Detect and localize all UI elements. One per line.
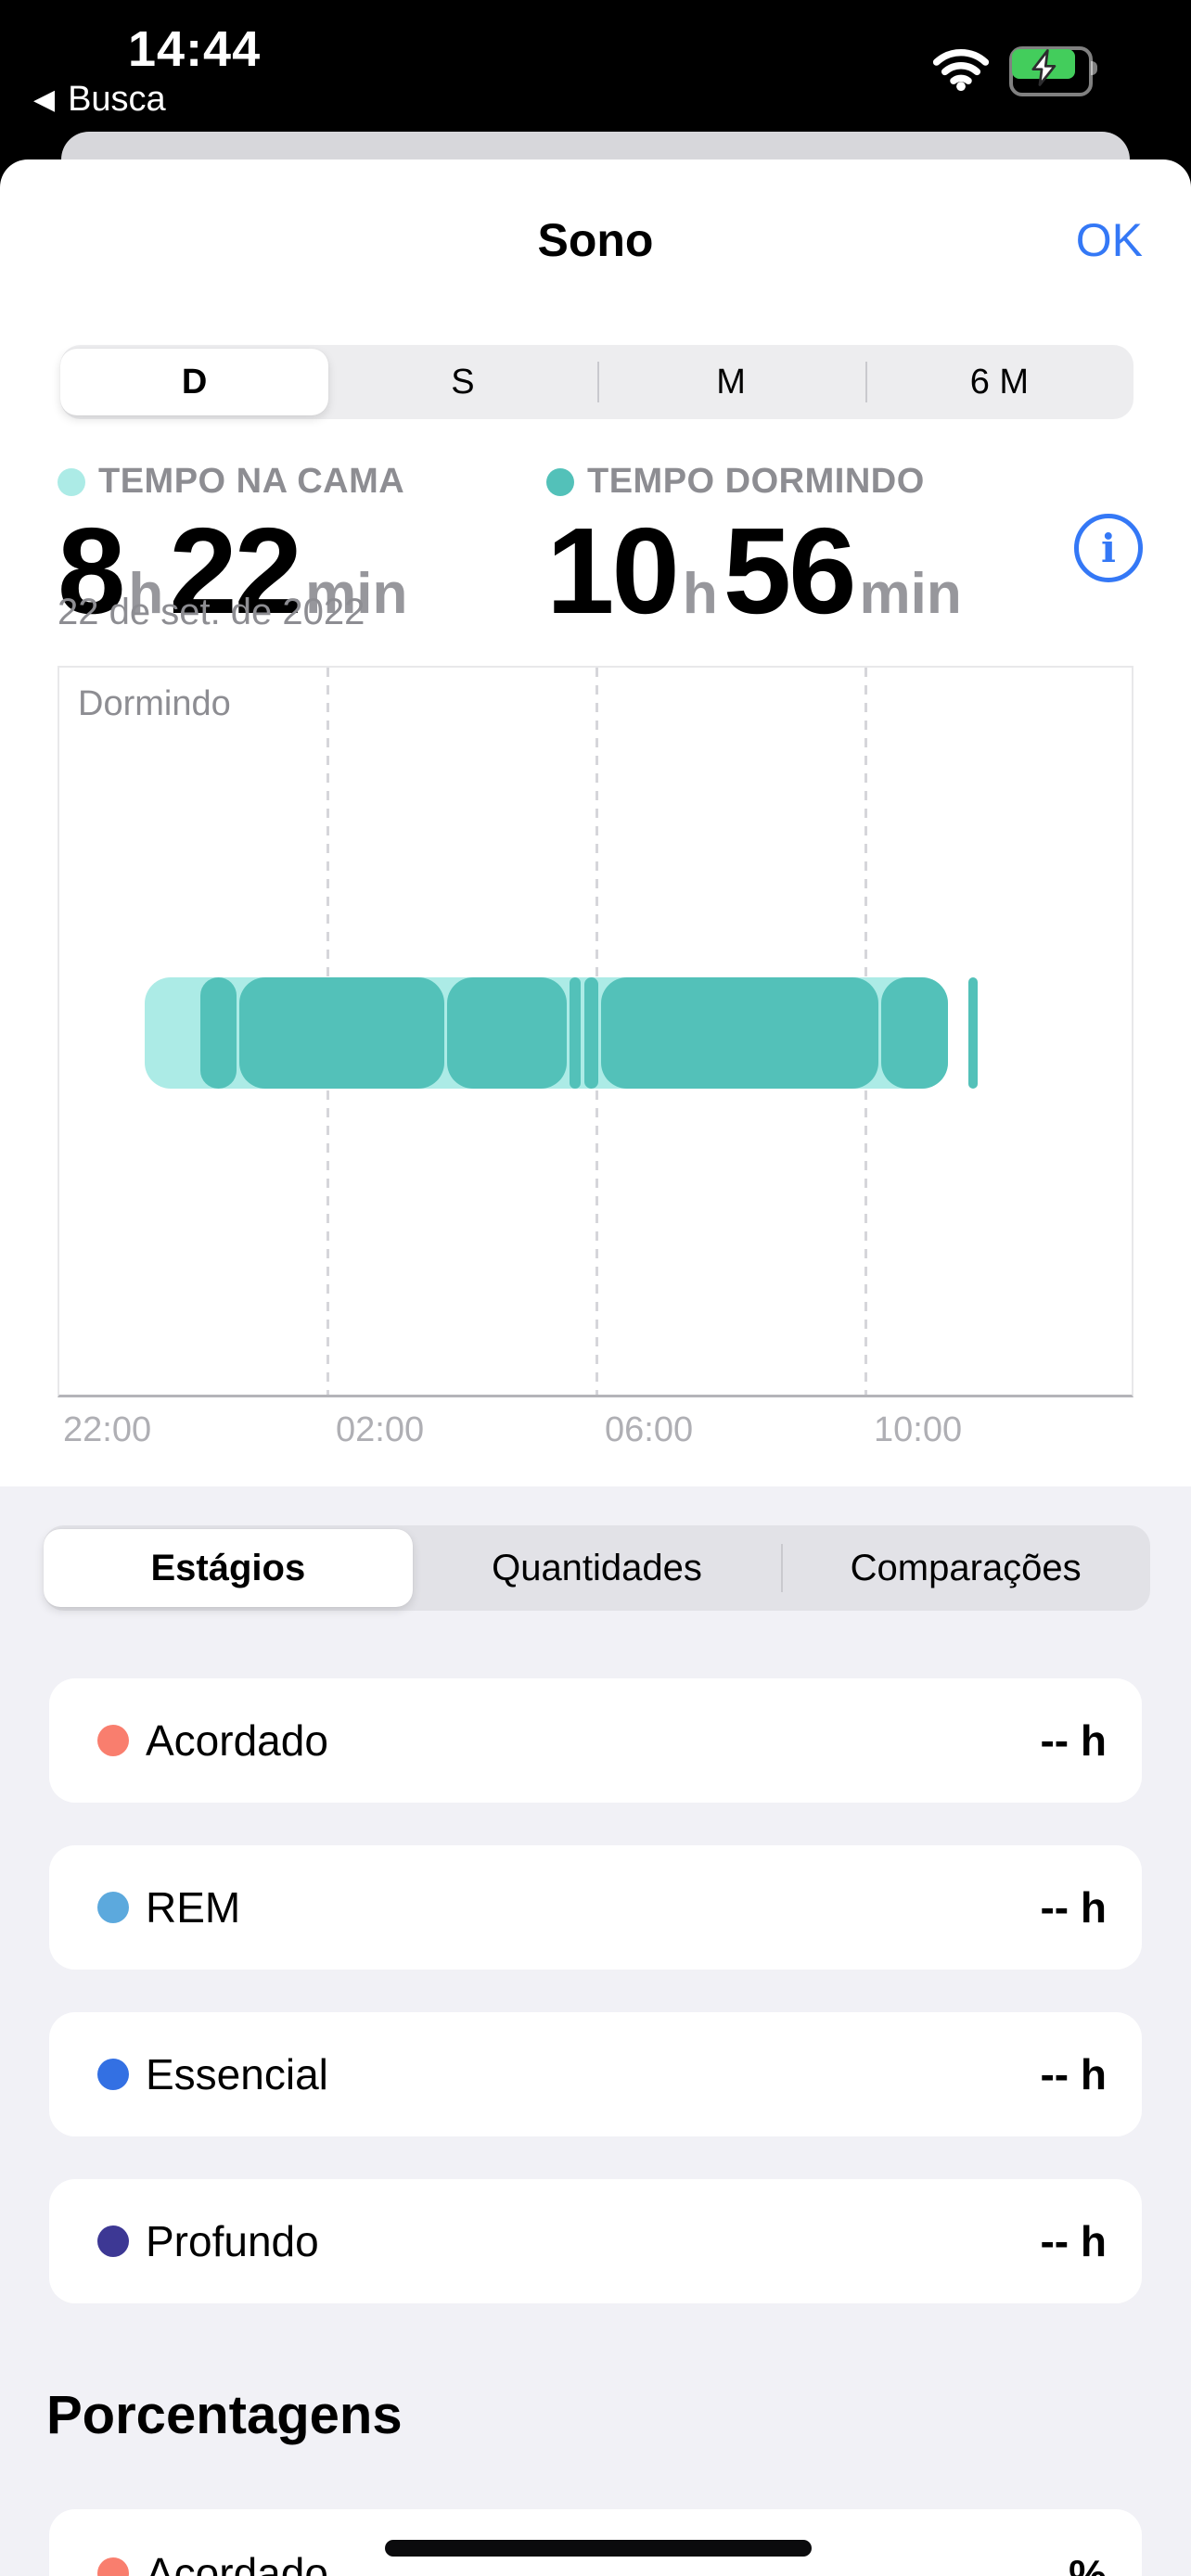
- asleep-segment: [600, 977, 878, 1089]
- charging-bolt-icon: [1031, 49, 1057, 86]
- asleep-label: TEMPO DORMINDO: [587, 462, 925, 501]
- tab-quantidades[interactable]: Quantidades: [492, 1547, 702, 1588]
- acordado-dot-icon: [97, 1725, 129, 1756]
- page-title: Sono: [537, 214, 654, 266]
- status-bar-time: 14:44: [128, 21, 262, 77]
- rem-dot-icon: [97, 1892, 129, 1923]
- wifi-icon: [932, 48, 990, 91]
- asleep-segment: [880, 977, 949, 1089]
- period-option-6-m[interactable]: 6 M: [969, 362, 1030, 402]
- period-option-m[interactable]: M: [716, 362, 746, 402]
- home-indicator[interactable]: [385, 2540, 812, 2557]
- asleep-segment: [447, 977, 567, 1089]
- x-tick-02:00: 02:00: [336, 1410, 425, 1449]
- stage-value: -- h: [1040, 1883, 1107, 1932]
- stage-label: Essencial: [146, 2050, 328, 2098]
- asleep-segment: [239, 977, 445, 1089]
- chart-plot-area[interactable]: Dormindo: [58, 666, 1133, 1397]
- asleep-hours-unit: h: [682, 562, 718, 626]
- asleep-minutes: 56: [723, 503, 857, 639]
- sleep-timeline-chart[interactable]: Dormindo 22:00 02:00 06:00 10:00: [58, 666, 1133, 1484]
- stage-label: Acordado: [146, 1716, 328, 1765]
- period-seg-selected-pill: [60, 349, 329, 415]
- period-option-d[interactable]: D: [181, 362, 208, 402]
- stage-row-profundo: Profundo -- h: [49, 2179, 1142, 2303]
- percent-row-label: Acordado: [146, 2549, 328, 2576]
- x-tick-22:00: 22:00: [63, 1410, 152, 1449]
- segment-divider: [596, 361, 599, 403]
- asleep-caption: TEMPO DORMINDO: [546, 462, 925, 502]
- period-option-s[interactable]: S: [451, 362, 475, 402]
- back-to-busca-button[interactable]: ◀ Busca: [33, 80, 166, 120]
- asleep-segment: [967, 977, 978, 1089]
- ok-button[interactable]: OK: [1075, 214, 1143, 266]
- stage-row-essencial: Essencial -- h: [49, 2012, 1142, 2136]
- asleep-value: 10 h 56 min: [546, 501, 967, 641]
- battery-charging-icon: [1009, 46, 1102, 96]
- awake-dot-icon: [97, 2557, 129, 2576]
- asleep-segment: [199, 977, 237, 1089]
- stage-row-acordado: Acordado -- h: [49, 1678, 1142, 1803]
- in-bed-hours: 8: [58, 503, 125, 639]
- asleep-hours: 10: [546, 503, 680, 639]
- period-segmented-control: D S M 6 M: [60, 345, 1133, 419]
- in-bed-value: 8 h 22 min: [58, 501, 413, 641]
- asleep-minutes-unit: min: [859, 562, 962, 626]
- segment-divider: [864, 361, 867, 403]
- essencial-dot-icon: [97, 2059, 129, 2090]
- stage-value: -- h: [1040, 2217, 1107, 2265]
- lower-section: Estágios Quantidades Comparações Acordado -…: [0, 1486, 1191, 2576]
- x-tick-10:00: 10:00: [874, 1410, 963, 1449]
- tab-comparações[interactable]: Comparações: [850, 1547, 1082, 1588]
- in-bed-minutes-unit: min: [305, 562, 408, 626]
- in-bed-minutes: 22: [169, 503, 302, 639]
- x-tick-06:00: 06:00: [605, 1410, 694, 1449]
- stage-label: REM: [146, 1883, 241, 1932]
- in-bed-dot-icon: [58, 467, 85, 496]
- asleep-segment: [569, 977, 582, 1089]
- stage-row-rem: REM -- h: [49, 1845, 1142, 1970]
- back-label: Busca: [68, 80, 166, 119]
- stage-label: Profundo: [146, 2217, 319, 2265]
- in-bed-label: TEMPO NA CAMA: [98, 462, 405, 501]
- segment-divider: [781, 1544, 784, 1592]
- back-chevron-icon: ◀: [33, 84, 56, 115]
- chart-title: Dormindo: [78, 684, 231, 723]
- in-bed-caption: TEMPO NA CAMA: [58, 462, 404, 502]
- stage-value: -- h: [1040, 2050, 1107, 2098]
- in-bed-hours-unit: h: [128, 562, 164, 626]
- tabs-seg-selected-pill: [44, 1529, 413, 1607]
- asleep-dot-icon: [546, 467, 574, 496]
- info-icon[interactable]: i: [1074, 514, 1143, 582]
- tabs-segmented-control: Estágios Quantidades Comparações: [44, 1525, 1150, 1611]
- tab-estágios[interactable]: Estágios: [150, 1547, 306, 1588]
- percentages-heading: Porcentagens: [46, 2385, 403, 2445]
- profundo-dot-icon: [97, 2225, 129, 2257]
- date-label: 22 de set. de 2022: [58, 592, 365, 632]
- stage-value: -- h: [1040, 1716, 1107, 1765]
- percent-row-unit: %: [1069, 2551, 1107, 2576]
- asleep-segment: [584, 977, 598, 1089]
- sleep-detail-sheet: Sono OK D S M 6 M TEMPO NA CAMA TEMPO DORMI…: [0, 159, 1191, 2576]
